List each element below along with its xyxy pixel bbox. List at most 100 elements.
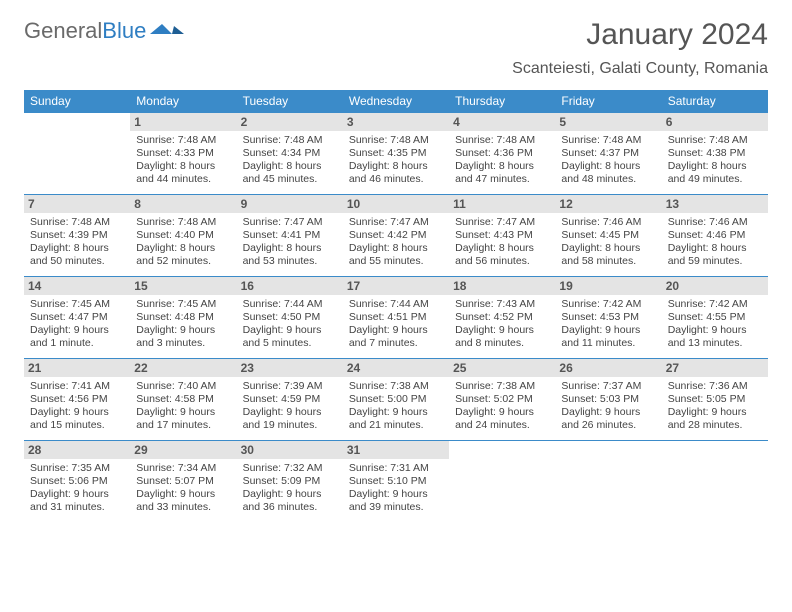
daylight-line: Daylight: 8 hours and 48 minutes.: [561, 160, 655, 186]
sunrise-line: Sunrise: 7:36 AM: [668, 380, 762, 393]
daylight-line: Daylight: 8 hours and 47 minutes.: [455, 160, 549, 186]
daylight-line: Daylight: 8 hours and 56 minutes.: [455, 242, 549, 268]
sunrise-line: Sunrise: 7:43 AM: [455, 298, 549, 311]
day-number: 5: [555, 113, 661, 131]
sunset-line: Sunset: 5:10 PM: [349, 475, 443, 488]
sunrise-line: Sunrise: 7:48 AM: [455, 134, 549, 147]
sunrise-line: Sunrise: 7:37 AM: [561, 380, 655, 393]
day-number: 19: [555, 277, 661, 295]
day-number: 14: [24, 277, 130, 295]
day-number: 22: [130, 359, 236, 377]
sunset-line: Sunset: 4:48 PM: [136, 311, 230, 324]
calendar-cell: 6Sunrise: 7:48 AMSunset: 4:38 PMDaylight…: [662, 113, 768, 195]
sunrise-line: Sunrise: 7:39 AM: [243, 380, 337, 393]
sunrise-line: Sunrise: 7:44 AM: [349, 298, 443, 311]
day-info: Sunrise: 7:44 AMSunset: 4:50 PMDaylight:…: [243, 298, 337, 351]
sunset-line: Sunset: 4:50 PM: [243, 311, 337, 324]
dow-header: Friday: [555, 90, 661, 113]
day-number: 28: [24, 441, 130, 459]
dow-header: Sunday: [24, 90, 130, 113]
calendar-cell: 5 Sunrise: 7:48 AMSunset: 4:37 PMDaylight…: [555, 113, 661, 195]
day-number: 12: [555, 195, 661, 213]
day-number: 3: [343, 113, 449, 131]
daylight-line: Daylight: 8 hours and 46 minutes.: [349, 160, 443, 186]
day-info: Sunrise: 7:32 AMSunset: 5:09 PMDaylight:…: [243, 462, 337, 515]
day-info: Sunrise: 7:40 AMSunset: 4:58 PMDaylight:…: [136, 380, 230, 433]
calendar-row: 21Sunrise: 7:41 AMSunset: 4:56 PMDayligh…: [24, 359, 768, 441]
calendar-cell: 16 Sunrise: 7:44 AMSunset: 4:50 PMDayligh…: [237, 277, 343, 359]
sunset-line: Sunset: 4:43 PM: [455, 229, 549, 242]
day-info: Sunrise: 7:48 AMSunset: 4:35 PMDaylight:…: [349, 134, 443, 187]
day-info: Sunrise: 7:48 AMSunset: 4:39 PMDaylight:…: [30, 216, 124, 269]
dow-header: Saturday: [662, 90, 768, 113]
day-info: Sunrise: 7:31 AMSunset: 5:10 PMDaylight:…: [349, 462, 443, 515]
sunrise-line: Sunrise: 7:46 AM: [668, 216, 762, 229]
calendar-cell: 1Sunrise: 7:48 AMSunset: 4:33 PMDaylight…: [130, 113, 236, 195]
daylight-line: Daylight: 9 hours and 19 minutes.: [243, 406, 337, 432]
sunset-line: Sunset: 5:06 PM: [30, 475, 124, 488]
daylight-line: Daylight: 9 hours and 33 minutes.: [136, 488, 230, 514]
sunset-line: Sunset: 4:59 PM: [243, 393, 337, 406]
brand-part2: Blue: [102, 18, 146, 43]
day-info: Sunrise: 7:48 AMSunset: 4:37 PMDaylight:…: [561, 134, 655, 187]
sunrise-line: Sunrise: 7:48 AM: [561, 134, 655, 147]
daylight-line: Daylight: 8 hours and 49 minutes.: [668, 160, 762, 186]
day-number: 2: [237, 113, 343, 131]
day-number: 11: [449, 195, 555, 213]
sunrise-line: Sunrise: 7:42 AM: [561, 298, 655, 311]
sunrise-line: Sunrise: 7:48 AM: [30, 216, 124, 229]
daylight-line: Daylight: 9 hours and 17 minutes.: [136, 406, 230, 432]
calendar-cell: 12Sunrise: 7:46 AMSunset: 4:45 PMDayligh…: [555, 195, 661, 277]
day-info: Sunrise: 7:44 AMSunset: 4:51 PMDaylight:…: [349, 298, 443, 351]
daylight-line: Daylight: 8 hours and 44 minutes.: [136, 160, 230, 186]
daylight-line: Daylight: 8 hours and 58 minutes.: [561, 242, 655, 268]
daylight-line: Daylight: 9 hours and 1 minute.: [30, 324, 124, 350]
sunset-line: Sunset: 5:00 PM: [349, 393, 443, 406]
sunrise-line: Sunrise: 7:35 AM: [30, 462, 124, 475]
brand-part1: General: [24, 18, 102, 43]
day-info: Sunrise: 7:48 AMSunset: 4:33 PMDaylight:…: [136, 134, 230, 187]
sunset-line: Sunset: 4:42 PM: [349, 229, 443, 242]
day-number: 16: [237, 277, 343, 295]
day-info: Sunrise: 7:45 AMSunset: 4:47 PMDaylight:…: [30, 298, 124, 351]
daylight-line: Daylight: 9 hours and 13 minutes.: [668, 324, 762, 350]
dow-header: Tuesday: [237, 90, 343, 113]
daylight-line: Daylight: 9 hours and 28 minutes.: [668, 406, 762, 432]
day-info: Sunrise: 7:48 AMSunset: 4:34 PMDaylight:…: [243, 134, 337, 187]
sunrise-line: Sunrise: 7:42 AM: [668, 298, 762, 311]
sunrise-line: Sunrise: 7:34 AM: [136, 462, 230, 475]
calendar-cell: 4Sunrise: 7:48 AMSunset: 4:36 PMDaylight…: [449, 113, 555, 195]
sunset-line: Sunset: 4:58 PM: [136, 393, 230, 406]
daylight-line: Daylight: 9 hours and 31 minutes.: [30, 488, 124, 514]
calendar-cell: 15Sunrise: 7:45 AMSunset: 4:48 PMDayligh…: [130, 277, 236, 359]
day-info: Sunrise: 7:42 AMSunset: 4:55 PMDaylight:…: [668, 298, 762, 351]
brand-swoosh-icon: [150, 20, 190, 38]
daylight-line: Daylight: 8 hours and 55 minutes.: [349, 242, 443, 268]
day-number: 25: [449, 359, 555, 377]
calendar-cell: [555, 441, 661, 523]
calendar-cell: 8Sunrise: 7:48 AMSunset: 4:40 PMDaylight…: [130, 195, 236, 277]
sunrise-line: Sunrise: 7:46 AM: [561, 216, 655, 229]
sunset-line: Sunset: 5:03 PM: [561, 393, 655, 406]
calendar-cell: 18Sunrise: 7:43 AMSunset: 4:52 PMDayligh…: [449, 277, 555, 359]
sunset-line: Sunset: 5:09 PM: [243, 475, 337, 488]
sunrise-line: Sunrise: 7:48 AM: [349, 134, 443, 147]
calendar-cell: 31Sunrise: 7:31 AMSunset: 5:10 PMDayligh…: [343, 441, 449, 523]
calendar-cell: 17 Sunrise: 7:44 AMSunset: 4:51 PMDayligh…: [343, 277, 449, 359]
daylight-line: Daylight: 9 hours and 26 minutes.: [561, 406, 655, 432]
calendar-cell: 13Sunrise: 7:46 AMSunset: 4:46 PMDayligh…: [662, 195, 768, 277]
day-info: Sunrise: 7:43 AMSunset: 4:52 PMDaylight:…: [455, 298, 549, 351]
day-number: 9: [237, 195, 343, 213]
calendar-cell: [662, 441, 768, 523]
day-number: 17: [343, 277, 449, 295]
calendar-cell: 19Sunrise: 7:42 AMSunset: 4:53 PMDayligh…: [555, 277, 661, 359]
daylight-line: Daylight: 9 hours and 3 minutes.: [136, 324, 230, 350]
calendar-cell: 11Sunrise: 7:47 AMSunset: 4:43 PMDayligh…: [449, 195, 555, 277]
sunrise-line: Sunrise: 7:47 AM: [243, 216, 337, 229]
daylight-line: Daylight: 9 hours and 24 minutes.: [455, 406, 549, 432]
calendar-row: 28Sunrise: 7:35 AMSunset: 5:06 PMDayligh…: [24, 441, 768, 523]
sunset-line: Sunset: 4:39 PM: [30, 229, 124, 242]
sunset-line: Sunset: 4:55 PM: [668, 311, 762, 324]
header: GeneralBlue January 2024 Scanteiesti, Ga…: [24, 18, 768, 78]
calendar-body: 1Sunrise: 7:48 AMSunset: 4:33 PMDaylight…: [24, 113, 768, 523]
